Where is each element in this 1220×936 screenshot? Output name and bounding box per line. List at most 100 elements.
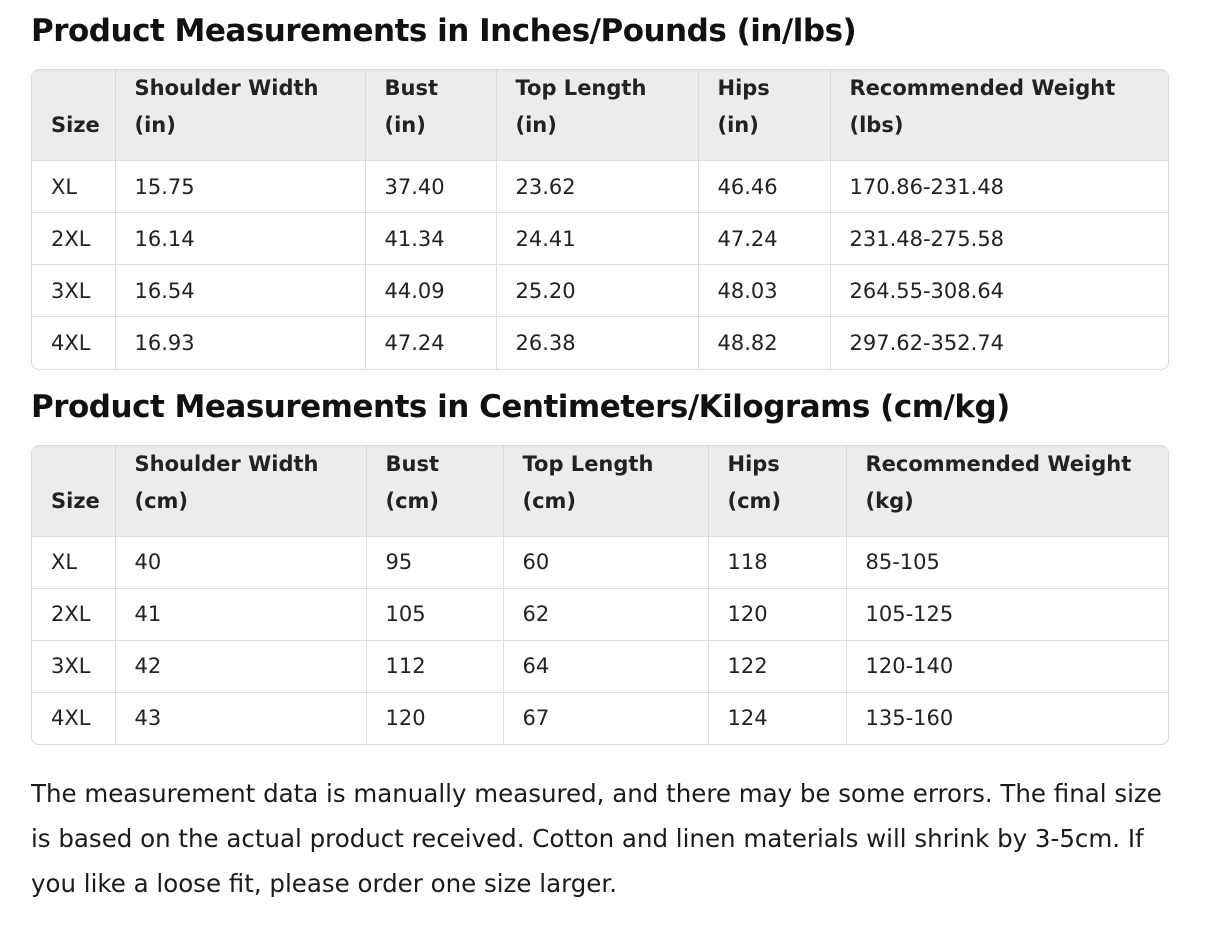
cell-recommended-weight: 264.55-308.64 (829, 264, 1168, 317)
document-body: Product Measurements in Inches/Pounds (i… (31, 0, 1169, 906)
cell-size: XL (32, 535, 115, 588)
header-size: Size (32, 446, 115, 537)
header-line1: Shoulder Width (134, 76, 319, 100)
cell-hips: 48.03 (697, 264, 830, 317)
header-hips: Hips (in) (697, 70, 830, 161)
header-line1: Top Length (515, 76, 647, 100)
cell-hips: 118 (707, 535, 846, 588)
cell-shoulder-width: 40 (114, 535, 366, 588)
header-size: Size (32, 70, 115, 161)
header-line2: (lbs) (849, 113, 904, 137)
table-row: 4XL 16.93 47.24 26.38 48.82 297.62-352.7… (32, 316, 1168, 369)
header-top-length: Top Length (cm) (502, 445, 708, 536)
cell-top-length: 25.20 (495, 264, 698, 317)
table-row: 2XL 16.14 41.34 24.41 47.24 231.48-275.5… (32, 212, 1168, 265)
header-line2: (cm) (522, 488, 577, 513)
table-row: 3XL 42 112 64 122 120-140 (32, 639, 1168, 692)
table-inches-container: Size Shoulder Width (in) Bust (in) Top Len… (31, 69, 1169, 370)
header-line2: Size (51, 488, 100, 513)
cell-shoulder-width: 16.14 (114, 212, 365, 265)
table-inches: Size Shoulder Width (in) Bust (in) Top Len… (32, 70, 1168, 369)
header-line1: Shoulder Width (134, 451, 319, 476)
header-line2: (in) (717, 113, 759, 137)
table-centimeters: Size Shoulder Width (cm) Bust (cm) Top Len… (32, 445, 1168, 744)
cell-size: 4XL (32, 691, 115, 744)
header-line2: (cm) (727, 488, 782, 513)
header-line1: Bust (385, 451, 440, 476)
cell-size: 3XL (32, 264, 115, 317)
cell-recommended-weight: 170.86-231.48 (829, 160, 1168, 213)
header-line1: Recommended Weight (849, 76, 1116, 100)
cell-recommended-weight: 297.62-352.74 (829, 316, 1168, 369)
cell-hips: 46.46 (697, 160, 830, 213)
cell-top-length: 60 (502, 535, 708, 588)
cell-hips: 124 (707, 691, 846, 744)
cell-size: 2XL (32, 587, 115, 640)
header-shoulder-width: Shoulder Width (in) (114, 70, 365, 161)
table-row: 2XL 41 105 62 120 105-125 (32, 587, 1168, 640)
cell-top-length: 24.41 (495, 212, 698, 265)
header-top-length: Top Length (in) (495, 70, 698, 161)
header-line2: (kg) (865, 488, 914, 513)
header-line1: Top Length (522, 451, 654, 476)
measurement-note: The measurement data is manually measure… (31, 779, 1162, 898)
header-line2: (in) (515, 113, 557, 137)
cell-hips: 48.82 (697, 316, 830, 369)
header-line2: (in) (384, 113, 426, 137)
cell-shoulder-width: 41 (114, 587, 366, 640)
header-line1: Hips (717, 76, 770, 100)
table-row: XL 15.75 37.40 23.62 46.46 170.86-231.48 (32, 160, 1168, 213)
header-line1: Hips (727, 451, 780, 476)
cell-size: 3XL (32, 639, 115, 692)
header-line2: (in) (134, 113, 176, 137)
table-header-row: Size Shoulder Width (cm) Bust (cm) Top Len… (32, 445, 1168, 537)
cell-recommended-weight: 85-105 (845, 535, 1168, 588)
table-row: 3XL 16.54 44.09 25.20 48.03 264.55-308.6… (32, 264, 1168, 317)
header-shoulder-width: Shoulder Width (cm) (114, 445, 366, 536)
cell-hips: 47.24 (697, 212, 830, 265)
cell-hips: 120 (707, 587, 846, 640)
cell-shoulder-width: 43 (114, 691, 366, 744)
table-title-inches: Product Measurements in Inches/Pounds (i… (31, 13, 857, 49)
cell-bust: 44.09 (364, 264, 496, 317)
header-hips: Hips (cm) (707, 445, 846, 536)
table-header-row: Size Shoulder Width (in) Bust (in) Top Len… (32, 70, 1168, 161)
cell-recommended-weight: 231.48-275.58 (829, 212, 1168, 265)
header-bust: Bust (in) (364, 70, 496, 161)
table-row: 4XL 43 120 67 124 135-160 (32, 691, 1168, 744)
cell-size: 2XL (32, 212, 115, 265)
cell-shoulder-width: 15.75 (114, 160, 365, 213)
header-bust: Bust (cm) (365, 445, 503, 536)
header-line2: (cm) (385, 488, 440, 513)
header-line2: Size (51, 113, 100, 137)
cell-bust: 37.40 (364, 160, 496, 213)
cell-bust: 47.24 (364, 316, 496, 369)
table-row: XL 40 95 60 118 85-105 (32, 535, 1168, 588)
cell-recommended-weight: 135-160 (845, 691, 1168, 744)
header-line1: Recommended Weight (865, 451, 1132, 476)
cell-bust: 95 (365, 535, 503, 588)
cell-recommended-weight: 120-140 (845, 639, 1168, 692)
cell-bust: 105 (365, 587, 503, 640)
cell-recommended-weight: 105-125 (845, 587, 1168, 640)
cell-shoulder-width: 42 (114, 639, 366, 692)
table-title-centimeters: Product Measurements in Centimeters/Kilo… (31, 388, 1010, 425)
header-line1: Bust (384, 76, 439, 100)
cell-top-length: 26.38 (495, 316, 698, 369)
cell-bust: 120 (365, 691, 503, 744)
cell-top-length: 62 (502, 587, 708, 640)
cell-bust: 112 (365, 639, 503, 692)
cell-top-length: 64 (502, 639, 708, 692)
cell-top-length: 67 (502, 691, 708, 744)
cell-shoulder-width: 16.54 (114, 264, 365, 317)
cell-shoulder-width: 16.93 (114, 316, 365, 369)
header-line2: (cm) (134, 488, 189, 513)
header-recommended-weight: Recommended Weight (lbs) (829, 70, 1168, 161)
cell-top-length: 23.62 (495, 160, 698, 213)
cell-bust: 41.34 (364, 212, 496, 265)
cell-size: 4XL (32, 316, 115, 369)
table-centimeters-container: Size Shoulder Width (cm) Bust (cm) Top Len… (31, 444, 1169, 745)
cell-size: XL (32, 160, 115, 213)
cell-hips: 122 (707, 639, 846, 692)
header-recommended-weight: Recommended Weight (kg) (845, 445, 1168, 536)
